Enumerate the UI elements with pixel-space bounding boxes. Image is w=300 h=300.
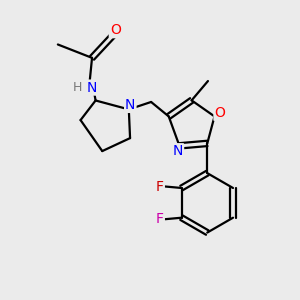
Text: N: N	[86, 81, 97, 94]
Text: H: H	[73, 81, 83, 94]
Text: F: F	[156, 212, 164, 226]
Text: N: N	[125, 98, 136, 112]
Text: O: O	[110, 23, 121, 37]
Text: N: N	[173, 144, 183, 158]
Text: O: O	[214, 106, 225, 120]
Text: F: F	[156, 179, 164, 194]
